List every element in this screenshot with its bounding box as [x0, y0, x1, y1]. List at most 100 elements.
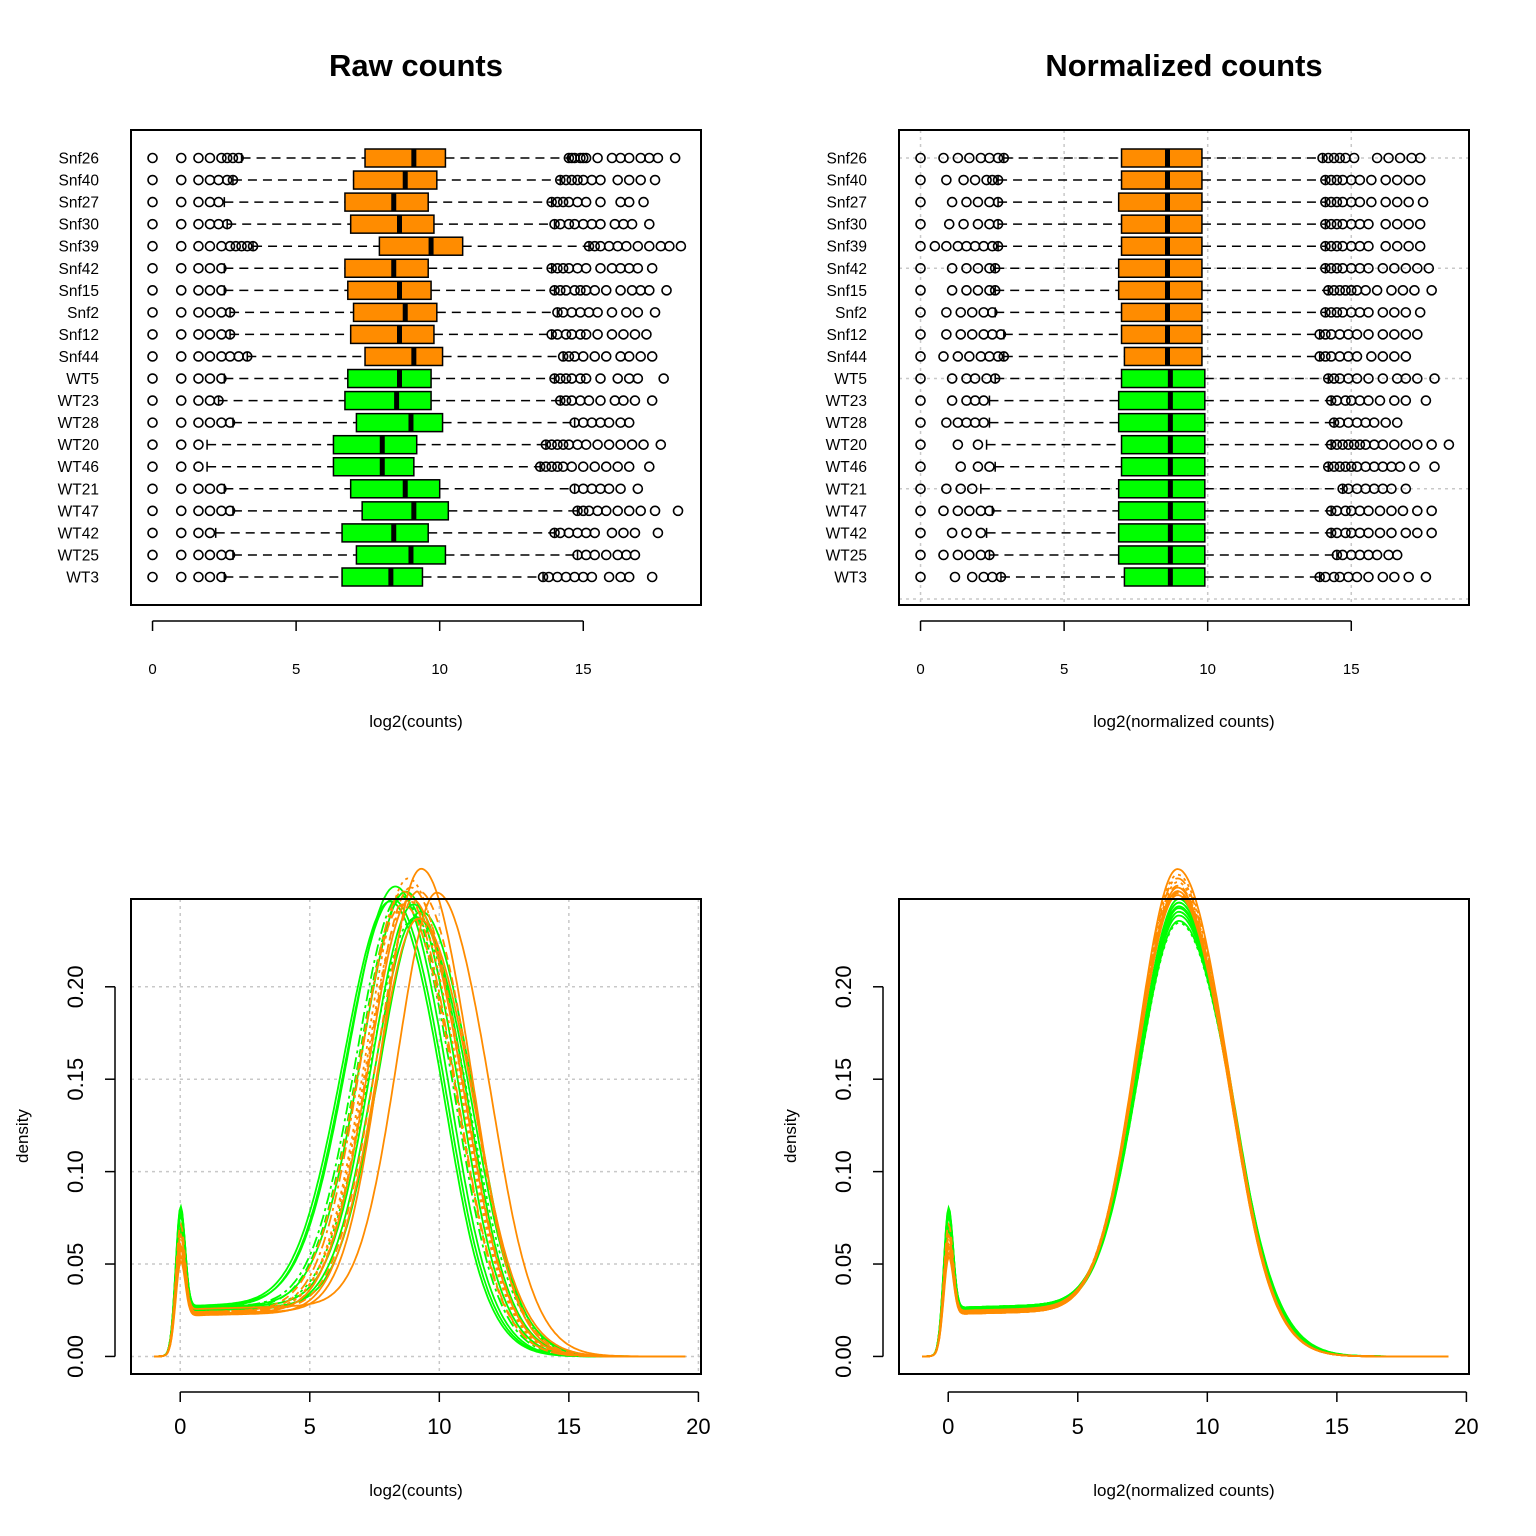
outlier-point — [147, 351, 158, 362]
outlier-point — [577, 505, 589, 517]
outlier-point — [998, 152, 1010, 164]
box-Snf40 — [147, 170, 661, 190]
outlier-point — [946, 262, 958, 274]
outlier-point — [1322, 461, 1334, 473]
outlier-point — [175, 505, 187, 517]
outlier-point — [575, 285, 586, 296]
outlier-point — [1366, 196, 1377, 208]
outlier-point — [1409, 461, 1420, 473]
outlier-point — [964, 152, 975, 164]
outlier-point — [546, 461, 557, 473]
outlier-point — [204, 285, 216, 296]
outlier-point — [952, 549, 964, 561]
category-label: WT5 — [66, 371, 99, 388]
outlier-point — [1325, 262, 1337, 274]
outlier-point — [204, 329, 216, 340]
outlier-point — [1389, 262, 1400, 274]
outlier-point — [193, 571, 204, 583]
outlier-point — [193, 329, 204, 340]
outlier-point — [213, 196, 224, 208]
outlier-point — [1320, 351, 1331, 362]
outlier-point — [966, 483, 978, 495]
chart-title: Raw counts — [329, 48, 503, 83]
outlier-point — [241, 240, 253, 252]
outlier-point — [612, 174, 624, 186]
category-label: WT47 — [58, 503, 99, 520]
outlier-point — [946, 285, 958, 296]
x-tick-label: 20 — [1454, 1414, 1478, 1439]
box-iqr — [1120, 368, 1206, 389]
x-axis-label: log2(counts) — [369, 1481, 463, 1500]
outlier-point — [595, 395, 606, 406]
outlier-point — [575, 152, 586, 164]
box-iqr — [1123, 567, 1206, 587]
outlier-point — [1328, 285, 1340, 296]
outlier-point — [915, 571, 926, 583]
outlier-point — [193, 461, 204, 473]
category-label: Snf27 — [58, 195, 99, 212]
outlier-point — [241, 351, 253, 362]
outlier-point — [147, 152, 158, 164]
outlier-point — [1391, 174, 1403, 186]
box-WT47 — [147, 501, 684, 521]
outlier-point — [1363, 373, 1374, 384]
outlier-point — [915, 527, 926, 539]
outlier-point — [1377, 351, 1389, 362]
outlier-point — [652, 152, 664, 164]
outlier-point — [1363, 329, 1374, 340]
outlier-point — [1334, 152, 1346, 164]
outlier-point — [554, 285, 566, 296]
outlier-point — [644, 461, 655, 473]
outlier-point — [1340, 461, 1351, 473]
outlier-point — [641, 329, 652, 340]
chart-title: Normalized counts — [1045, 48, 1322, 83]
outlier-point — [1426, 505, 1437, 517]
category-label: WT46 — [58, 459, 99, 476]
box-WT23 — [915, 390, 1432, 411]
box-WT3 — [915, 567, 1432, 587]
box-iqr — [1117, 192, 1203, 212]
outlier-point — [595, 174, 606, 186]
outlier-point — [664, 240, 675, 252]
outlier-point — [1331, 262, 1343, 274]
box-WT3 — [147, 567, 658, 587]
outlier-point — [589, 351, 601, 362]
outlier-point — [638, 439, 649, 450]
category-label: WT21 — [826, 481, 867, 498]
outlier-point — [595, 218, 606, 230]
outlier-point — [635, 174, 646, 186]
category-label: Snf15 — [826, 283, 867, 300]
outlier-point — [566, 174, 578, 186]
category-label: Snf42 — [58, 261, 99, 278]
outlier-point — [569, 285, 580, 296]
outlier-point — [580, 439, 592, 450]
outlier-point — [638, 196, 649, 208]
outlier-point — [632, 373, 644, 384]
outlier-point — [915, 439, 926, 450]
outlier-point — [987, 240, 998, 252]
outlier-point — [989, 285, 1001, 296]
box-Snf42 — [915, 258, 1435, 279]
outlier-point — [1334, 285, 1346, 296]
outlier-point — [1363, 262, 1374, 274]
outlier-point — [972, 439, 984, 450]
outlier-point — [204, 373, 216, 384]
box-iqr — [355, 545, 447, 565]
outlier-point — [204, 262, 216, 274]
box-iqr — [347, 280, 432, 301]
outlier-point — [984, 285, 995, 296]
y-tick-label: 0.10 — [831, 1150, 856, 1193]
box-iqr — [355, 412, 444, 433]
outlier-point — [1394, 461, 1406, 473]
outlier-point — [1325, 395, 1337, 406]
outlier-point — [1374, 505, 1386, 517]
outlier-point — [1386, 285, 1397, 296]
outlier-point — [1412, 505, 1423, 517]
outlier-point — [1325, 439, 1337, 450]
outlier-point — [1391, 549, 1403, 561]
box-iqr — [1117, 390, 1206, 411]
outlier-point — [1386, 505, 1397, 517]
outlier-point — [606, 527, 618, 539]
outlier-point — [1400, 483, 1412, 495]
outlier-point — [560, 373, 572, 384]
